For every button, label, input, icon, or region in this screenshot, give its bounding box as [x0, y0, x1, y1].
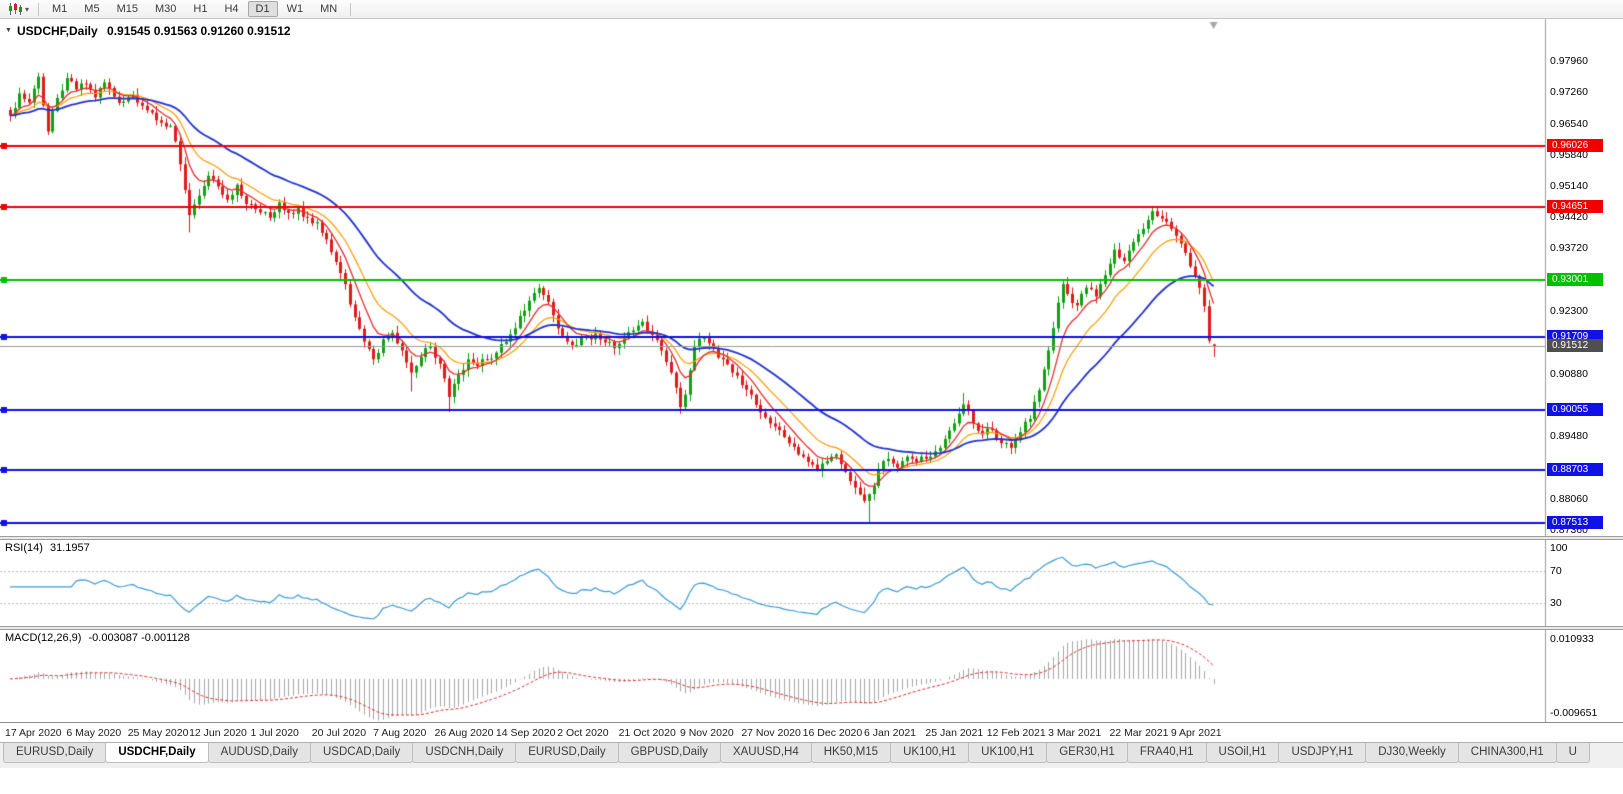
chart-tab[interactable]: GBPUSD,Daily	[617, 743, 721, 763]
chart-tab[interactable]: USDCAD,Daily	[309, 743, 414, 763]
timeframe-button-h1[interactable]: H1	[193, 3, 208, 15]
time-axis[interactable]: 17 Apr 2020 6 May 2020 25 May 2020 12 Jun 2…	[0, 722, 1623, 742]
time-axis-label: 7 Aug 2020	[373, 727, 427, 739]
chart-tab[interactable]: UK100,H1	[890, 743, 970, 763]
chart-tab[interactable]: U	[1555, 743, 1590, 763]
level-price-tag: 0.90055	[1547, 403, 1603, 417]
level-price-tag: 0.87513	[1547, 515, 1603, 529]
time-axis-label: 27 Nov 2020	[741, 727, 801, 739]
price-tick-label: 0.97260	[1550, 85, 1588, 98]
timeframe-button-w1[interactable]: W1	[286, 3, 304, 15]
price-tick-label: 0.93720	[1550, 242, 1588, 255]
macd-name: MACD(12,26,9)	[5, 632, 82, 644]
chart-tab[interactable]: EURUSD,Daily	[3, 743, 107, 763]
timeframe-button-m5[interactable]: M5	[84, 3, 100, 15]
time-axis-label: 21 Oct 2020	[618, 727, 676, 739]
macd-values: -0.003087 -0.001128	[88, 632, 190, 644]
price-tick-label: 0.97960	[1550, 54, 1588, 67]
timeframe-button-m30[interactable]: M30	[154, 3, 177, 15]
price-tick-label: 0.94420	[1550, 211, 1588, 224]
panel-splitter[interactable]	[0, 536, 1623, 540]
chart-quote-label: 0.91545 0.91563 0.91260 0.91512	[107, 24, 291, 38]
price-tick-label: 0.92300	[1550, 305, 1588, 318]
timeframe-buttons: M1 M5 M15 M30 H1 H4 D1 W1 MN	[44, 1, 345, 17]
time-axis-label: 3 Mar 2021	[1048, 727, 1102, 739]
chart-tab[interactable]: USOil,H1	[1205, 743, 1280, 763]
level-price-tag: 0.96026	[1547, 139, 1603, 153]
chart-tab[interactable]: GER30,H1	[1046, 743, 1128, 763]
panel-splitter[interactable]	[0, 626, 1623, 630]
timeframe-button-h4[interactable]: H4	[224, 3, 239, 15]
chart-tab[interactable]: CHINA300,H1	[1457, 743, 1557, 763]
price-tick-label: 0.90880	[1550, 367, 1588, 380]
timeframe-toolbar: ▾ M1 M5 M15 M30 H1 H4 D1 W1 MN	[0, 0, 1623, 19]
time-axis-label: 1 Jul 2020	[250, 727, 299, 739]
chart-symbol-label: USDCHF,Daily	[17, 24, 98, 38]
time-axis-label: 17 Apr 2020	[5, 727, 62, 739]
price-chart-canvas[interactable]	[0, 0, 1623, 742]
chart-tab-bar: EURUSD,Daily USDCHF,Daily AUDUSD,Daily USDC…	[0, 742, 1623, 768]
level-price-tag: 0.88703	[1547, 463, 1603, 477]
timeframe-button-d1[interactable]: D1	[247, 1, 278, 17]
price-tick-label: 0.96540	[1550, 117, 1588, 130]
price-tick-label: 0.89480	[1550, 429, 1588, 442]
time-axis-label: 25 May 2020	[127, 727, 189, 739]
time-axis-label: 9 Apr 2021	[1170, 727, 1222, 739]
macd-indicator-label: MACD(12,26,9) -0.003087 -0.001128	[5, 632, 194, 644]
time-axis-label: 16 Dec 2020	[802, 727, 863, 739]
level-price-tag: 0.94651	[1547, 200, 1603, 214]
rsi-axis-label: 30	[1550, 596, 1562, 609]
rsi-value: 31.1957	[49, 542, 90, 554]
current-price-tag: 0.91512	[1547, 338, 1603, 352]
time-axis-label: 9 Nov 2020	[679, 727, 734, 739]
time-axis-label: 12 Feb 2021	[986, 727, 1046, 739]
rsi-indicator-label: RSI(14) 31.1957	[5, 542, 94, 554]
price-axis[interactable]: 0.97960 0.97260 0.96540 0.95840 0.95140 0.944…	[1546, 0, 1623, 742]
timeframe-button-m15[interactable]: M15	[116, 3, 138, 15]
time-axis-label: 6 Jan 2021	[864, 727, 916, 739]
macd-axis-max-label: 0.010933	[1550, 633, 1594, 645]
time-axis-label: 25 Jan 2021	[925, 727, 984, 739]
level-price-tag: 0.93001	[1547, 273, 1603, 287]
chart-tab[interactable]: USDCHF,Daily	[105, 743, 209, 763]
chart-tab[interactable]: USDJPY,H1	[1278, 743, 1367, 763]
chevron-down-icon: ▾	[25, 4, 30, 14]
time-axis-label: 6 May 2020	[66, 727, 122, 739]
timeframe-button-m1[interactable]: M1	[52, 3, 68, 15]
chart-tab[interactable]: AUDUSD,Daily	[207, 743, 311, 763]
macd-axis-min-label: -0.009651	[1550, 707, 1598, 719]
chart-type-button[interactable]: ▾	[4, 3, 33, 15]
timeframe-button-mn[interactable]: MN	[320, 3, 338, 15]
chart-tab[interactable]: USDCNH,Daily	[412, 743, 517, 763]
chart-tab[interactable]: DJ30,Weekly	[1365, 743, 1459, 763]
chart-tab[interactable]: FRA40,H1	[1126, 743, 1207, 763]
time-axis-label: 26 Aug 2020	[434, 727, 494, 739]
rsi-axis-label: 70	[1550, 565, 1562, 578]
rsi-name: RSI(14)	[5, 542, 43, 554]
oneclick-expand-icon[interactable]: ▼	[5, 27, 12, 34]
chart-tab[interactable]: UK100,H1	[968, 743, 1048, 763]
time-axis-label: 22 Mar 2021	[1109, 727, 1169, 739]
toolbar-separator	[350, 2, 352, 16]
price-tick-label: 0.88060	[1550, 492, 1588, 505]
price-tick-label: 0.95140	[1550, 179, 1588, 192]
time-axis-label: 12 Jun 2020	[189, 727, 247, 739]
chart-ohlc-title: USDCHF,Daily 0.91545 0.91563 0.91260 0.9…	[17, 24, 291, 38]
toolbar-separator	[38, 2, 40, 16]
chart-tab[interactable]: XAUUSD,H4	[719, 743, 812, 763]
time-axis-label: 2 Oct 2020	[557, 727, 609, 739]
chart-tab[interactable]: EURUSD,Daily	[515, 743, 619, 763]
candlestick-chart-icon	[9, 3, 22, 15]
time-axis-label: 20 Jul 2020	[311, 727, 367, 739]
time-axis-label: 14 Sep 2020	[495, 727, 556, 739]
chart-tab[interactable]: HK50,M15	[810, 743, 892, 763]
rsi-axis-label: 100	[1550, 541, 1568, 554]
